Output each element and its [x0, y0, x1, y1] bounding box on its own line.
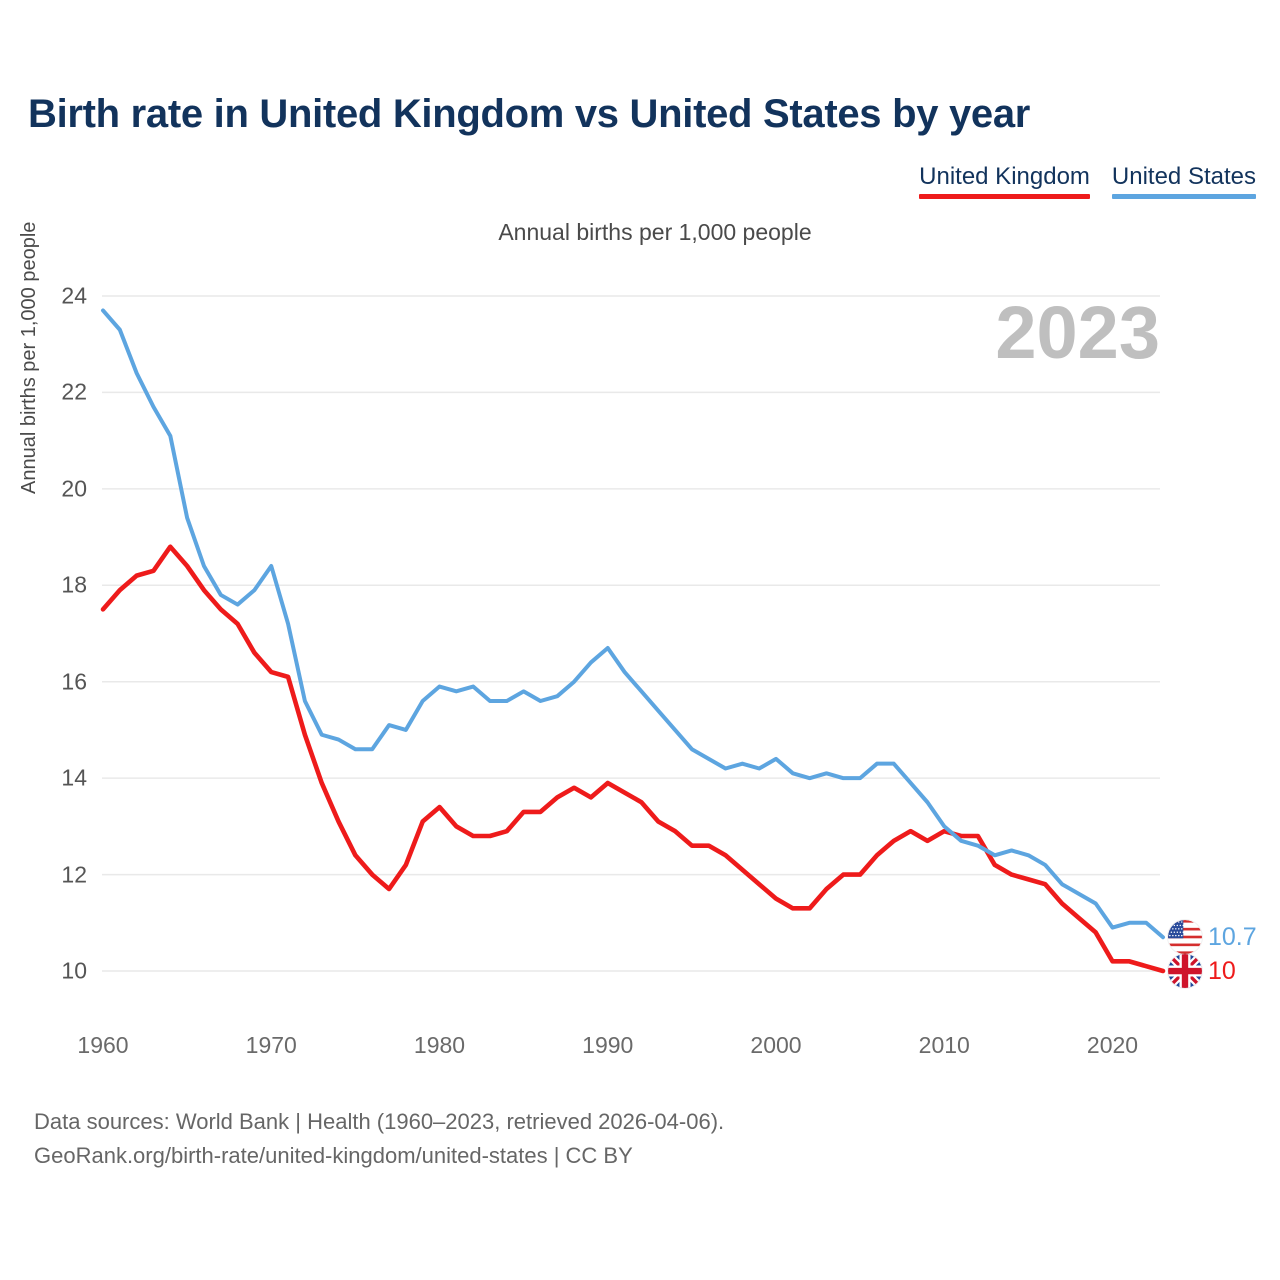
y-axis-tick-label: 20 — [61, 475, 87, 502]
end-value-label: 10 — [1208, 956, 1236, 985]
y-axis-tick-label: 14 — [61, 764, 87, 791]
legend-label-united-kingdom: United Kingdom — [919, 163, 1090, 190]
us-flag-icon — [1168, 920, 1202, 955]
legend-color-swatch-united-states — [1111, 194, 1256, 200]
x-axis-tick-label: 1970 — [245, 1032, 297, 1058]
x-axis-tick-label: 2010 — [918, 1032, 970, 1058]
legend-item-united-kingdom[interactable]: United Kingdom — [919, 163, 1090, 200]
legend-label-united-states: United States — [1111, 163, 1256, 190]
gridlines — [102, 295, 1160, 972]
y-axis-tick-label: 22 — [61, 378, 87, 405]
x-axis-tick-label: 1980 — [413, 1032, 466, 1058]
y-axis-tick-label: 18 — [61, 571, 87, 598]
page-title: Birth rate in United Kingdom vs United S… — [28, 92, 1031, 136]
x-axis-tick-label: 2000 — [750, 1032, 802, 1058]
y-axis-tick-label: 16 — [61, 668, 87, 695]
y-axis-tick-label: 10 — [61, 957, 87, 984]
chart-legend: United Kingdom United States — [919, 163, 1256, 200]
legend-item-united-states[interactable]: United States — [1111, 163, 1256, 200]
end-value-label: 10.7 — [1208, 922, 1257, 951]
x-axis-tick-label: 1960 — [77, 1032, 129, 1058]
footer: Data sources: World Bank | Health (1960–… — [34, 1105, 724, 1173]
series-line-united-states[interactable] — [101, 308, 1165, 940]
footer-data-sources: Data sources: World Bank | Health (1960–… — [34, 1109, 725, 1134]
legend-color-swatch-united-kingdom — [919, 194, 1090, 200]
x-axis-tick-label: 1990 — [582, 1032, 634, 1058]
year-watermark: 2023 — [995, 291, 1160, 374]
series-line-united-kingdom[interactable] — [100, 544, 1166, 974]
end-marker-united-states: 10.7 — [1168, 920, 1257, 955]
uk-flag-icon — [1168, 954, 1202, 988]
end-marker-united-kingdom: 10 — [1168, 954, 1236, 988]
chart-subtitle: Annual births per 1,000 people — [498, 219, 812, 245]
y-axis-tick-label: 24 — [61, 282, 87, 309]
footer-attribution: GeoRank.org/birth-rate/united-kingdom/un… — [34, 1143, 633, 1169]
x-axis-tick-label: 2020 — [1086, 1032, 1139, 1058]
y-axis-tick-label: 12 — [61, 861, 87, 888]
